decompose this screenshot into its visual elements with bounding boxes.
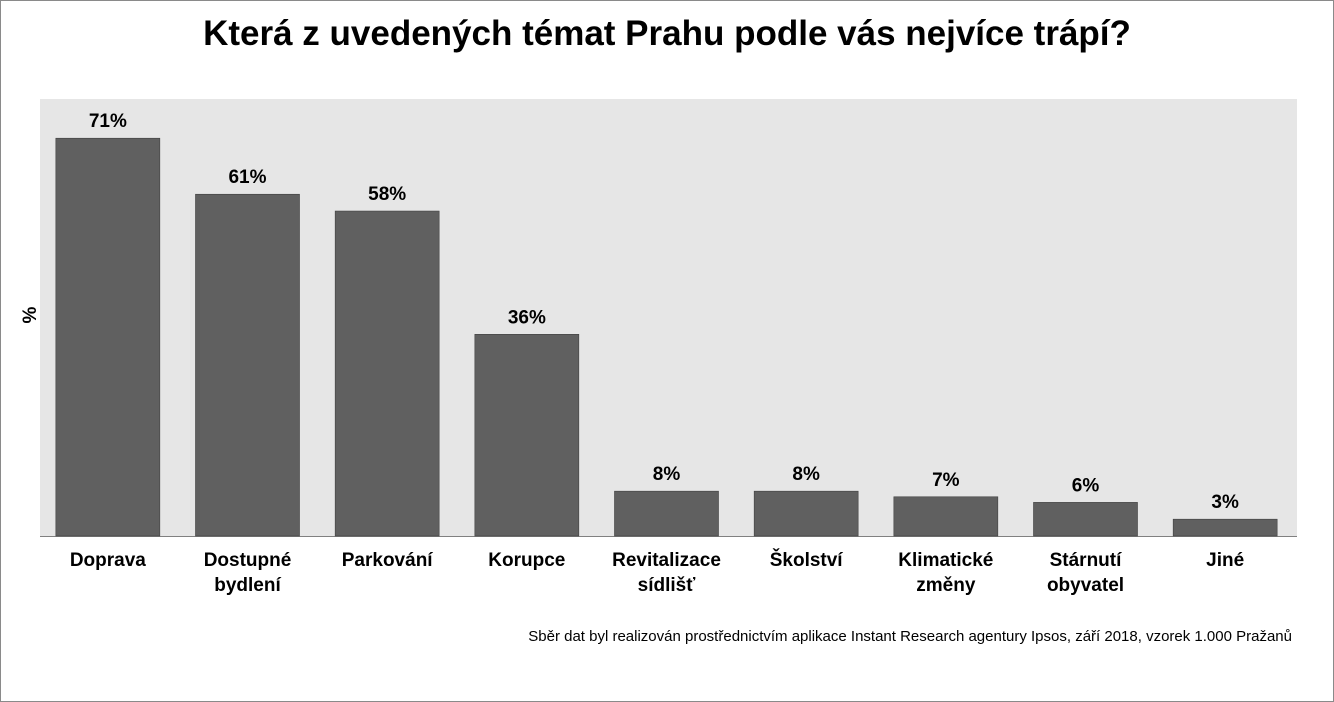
category-label: Školství (770, 549, 844, 571)
data-label: 6% (1072, 475, 1100, 496)
data-label: 58% (368, 184, 406, 205)
bar (1033, 502, 1138, 537)
data-label: 8% (792, 464, 820, 485)
category-label: Parkování (342, 550, 434, 571)
data-label: 61% (228, 167, 266, 188)
bar (195, 193, 300, 537)
category-label: Dostupné bydlení (204, 550, 292, 596)
category-label: Stárnutí obyvatel (1047, 550, 1124, 596)
data-label: 36% (508, 307, 546, 328)
bar (55, 137, 161, 537)
bar (614, 490, 719, 537)
bar (1172, 518, 1278, 537)
data-label: 71% (89, 111, 127, 132)
data-label: 8% (653, 464, 681, 485)
category-label: Doprava (70, 550, 146, 571)
bar (753, 490, 859, 537)
footnote: Sběr dat byl realizován prostřednictvím … (528, 628, 1292, 645)
bar (334, 210, 440, 537)
bar (893, 496, 999, 537)
chart-title: Která z uvedených témat Prahu podle vás … (203, 14, 1131, 53)
category-label: Revitalizace sídlišť (612, 550, 721, 596)
bar (474, 334, 580, 537)
data-label: 3% (1211, 492, 1239, 513)
data-label: 7% (932, 470, 960, 491)
category-label: Korupce (488, 550, 565, 571)
category-label: Jiné (1206, 550, 1244, 571)
category-label: Klimatické změny (898, 550, 993, 596)
